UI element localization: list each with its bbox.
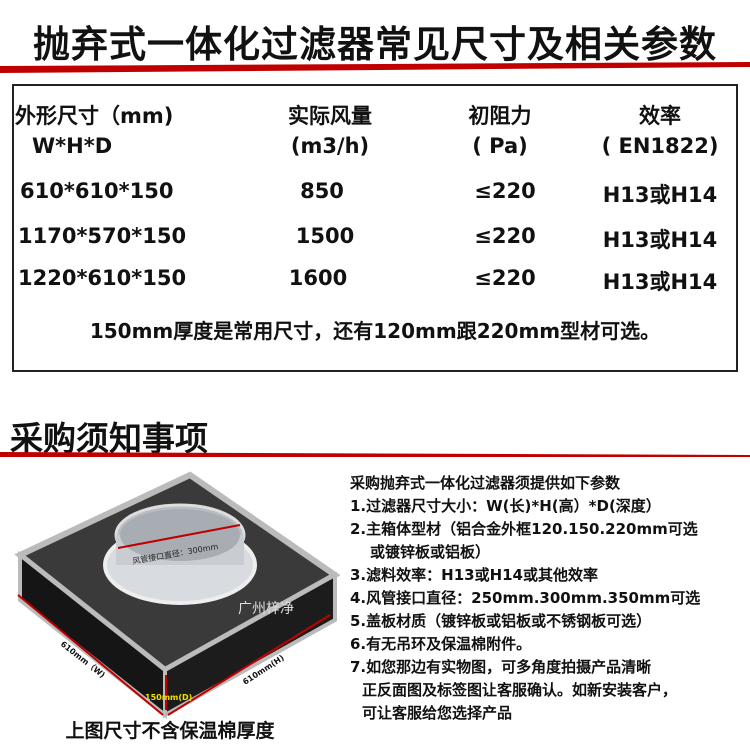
header-size: 外形尺寸（mm) (15, 104, 174, 128)
section-divider (0, 452, 750, 457)
requirement-item: 正反面图及标签图让客服确认。如新安装客户， (362, 681, 678, 699)
requirement-item: 或镀锌板或铝板） (370, 543, 491, 561)
table-note: 150mm厚度是常用尺寸，还有120mm跟220mm型材可选。 (89, 319, 661, 343)
watermark: 广州梓净 (238, 601, 294, 617)
requirement-item: 7.如您那边有实物图，可多角度拍摄产品清晰 (350, 658, 652, 676)
page-title: 抛弃式一体化过滤器常见尺寸及相关参数 (33, 23, 717, 66)
row3-airflow: 1600 (288, 266, 348, 290)
row2-resistance: ≤220 (474, 224, 536, 248)
row2-efficiency: H13或H14 (602, 228, 718, 252)
requirement-item: 3.滤料效率：H13或H14或其他效率 (350, 566, 598, 584)
row3-size: 1220*610*150 (18, 266, 187, 290)
header-size-unit: W*H*D (32, 134, 113, 158)
requirement-item: 5.盖板材质（镀锌板或铝板或不锈钢板可选） (350, 612, 652, 630)
header-airflow-unit: (m3/h) (290, 134, 370, 158)
depth-label: 150mm(D) (145, 693, 192, 702)
row1-airflow: 850 (300, 179, 344, 203)
product-image: 风管接口直径：300mm 广州梓净 610mm（W) 610mm(H) 150m… (14, 471, 340, 720)
requirement-item: 可让客服给您选择产品 (362, 704, 513, 722)
requirement-item: 2.主箱体型材（铝合金外框120.150.220mm可选 (350, 520, 698, 538)
row3-resistance: ≤220 (474, 266, 536, 290)
image-caption: 上图尺寸不含保温棉厚度 (65, 720, 275, 742)
header-resistance: 初阻力 (468, 104, 532, 128)
header-efficiency-unit: ( EN1822) (601, 134, 719, 158)
title-divider (0, 62, 750, 73)
row1-efficiency: H13或H14 (602, 183, 718, 207)
row2-airflow: 1500 (295, 224, 355, 248)
requirement-item: 1.过滤器尺寸大小：W(长)*H(高）*D(深度） (350, 497, 661, 515)
row3-efficiency: H13或H14 (602, 270, 718, 294)
spec-table (12, 84, 738, 372)
header-efficiency: 效率 (639, 104, 681, 128)
row2-size: 1170*570*150 (18, 224, 187, 248)
header-resistance-unit: ( Pa) (472, 134, 528, 158)
requirement-item: 4.风管接口直径：250mm.300mm.350mm可选 (350, 589, 701, 607)
header-airflow: 实际风量 (288, 104, 372, 128)
section-title: 采购须知事项 (10, 419, 208, 458)
requirement-item: 6.有无吊环及保温棉附件。 (350, 635, 532, 653)
row1-resistance: ≤220 (474, 179, 536, 203)
row1-size: 610*610*150 (20, 179, 174, 203)
requirement-intro: 采购抛弃式一体化过滤器须提供如下参数 (350, 474, 621, 492)
